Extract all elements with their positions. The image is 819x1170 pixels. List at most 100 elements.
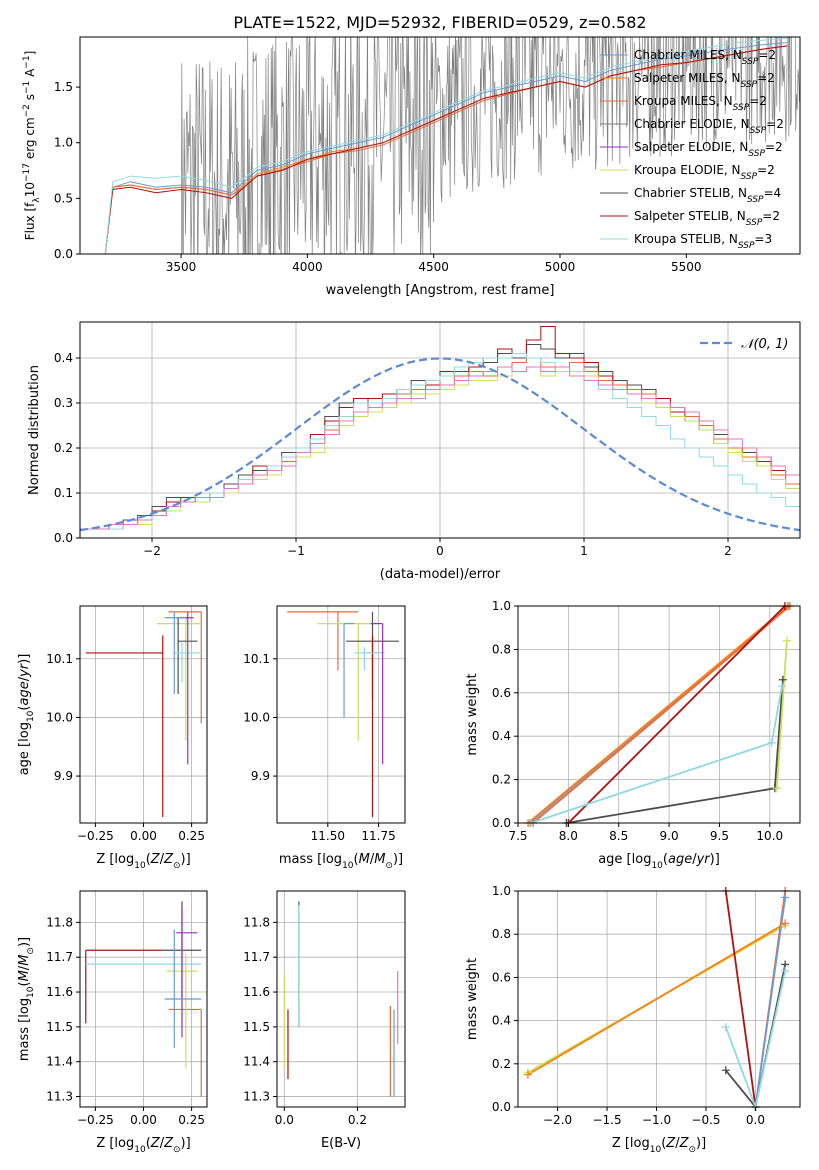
label-part: M <box>374 852 385 867</box>
x-tick-label: −2.0 <box>543 1113 572 1127</box>
label-part: Kroupa STELIB, N <box>634 232 738 246</box>
label-part: Kroupa ELODIE, N <box>634 163 741 177</box>
label-part: mass [log <box>279 852 342 867</box>
label-part: =2 <box>766 117 784 131</box>
label-part: mass [log <box>17 998 32 1061</box>
label-part: SSP <box>748 149 765 159</box>
label-part: ( <box>146 852 151 867</box>
label-part: =2 <box>765 140 783 154</box>
label-part: Chabrier ELODIE, N <box>634 117 750 131</box>
weight-line <box>754 897 787 1107</box>
label-part: SSP <box>742 57 759 67</box>
x-tick-label: −1.5 <box>592 1113 621 1127</box>
gaussian-curve <box>80 357 800 532</box>
weight-marker <box>772 784 781 793</box>
y-tick-label: 0.4 <box>492 729 511 743</box>
weight-vs-age-panel: 7.5 8.0 8.5 9.0 9.5 10.0 0.0 0.2 0.4 0.6 0.8 1.0 age… <box>465 599 801 871</box>
y-tick-label: 11.4 <box>243 1055 270 1069</box>
y-axis-label: Normed distribution <box>27 365 42 495</box>
legend-entry: Chabrier MILES, NSSP=2 <box>634 48 776 67</box>
x-tick-label: 0.25 <box>178 1113 205 1127</box>
label-part: age <box>668 852 692 867</box>
plot-area <box>287 611 399 818</box>
y-tick-label: 0.2 <box>54 441 73 455</box>
label-part: 10 <box>23 182 37 197</box>
y-tick-label: 0.6 <box>492 686 511 700</box>
label-part: Salpeter STELIB, N <box>634 209 746 223</box>
label-part: Z [log <box>96 852 134 867</box>
label-part: )] <box>181 1136 191 1151</box>
x-tick-label: −0.5 <box>691 1113 720 1127</box>
weight-marker <box>777 682 786 691</box>
label-part: −1 <box>22 81 32 94</box>
weight-marker <box>781 919 790 928</box>
residuals-panel: −2 −1 0 1 2 0.0 0.1 0.2 0.3 0.4 (data-model)/error… <box>27 321 801 582</box>
label-part: / <box>160 852 165 867</box>
label-part: ⊙ <box>385 861 393 871</box>
label-part: Z <box>150 1136 161 1151</box>
label-part: )] <box>696 1136 706 1151</box>
y-tick-label: 11.3 <box>46 1090 73 1104</box>
mass-vs-z-panel: −0.25 0.00 0.25 11.3 11.4 11.5 11.6 11.7 11.8 Z [… <box>17 890 208 1155</box>
label-part: λ <box>32 197 42 203</box>
y-tick-label: 11.7 <box>46 950 73 964</box>
label-part: A <box>23 68 37 81</box>
y-tick-label: 1.0 <box>492 884 511 898</box>
label-part: / <box>370 852 375 867</box>
x-axis-label: Z [log10(Z/Z⊙)] <box>96 1136 190 1155</box>
label-part: / <box>160 1136 165 1151</box>
legend-entry: Kroupa STELIB, NSSP=3 <box>634 232 772 251</box>
label-part: −17 <box>22 163 32 182</box>
legend-entry: Salpeter MILES, NSSP=2 <box>634 71 775 90</box>
y-tick-label: 10.0 <box>243 710 270 724</box>
label-part: 10 <box>342 861 354 871</box>
y-tick-label: 0.2 <box>492 1057 511 1071</box>
label-part: )] <box>710 852 720 867</box>
x-tick-label: 8.0 <box>559 829 578 843</box>
label-part: =2 <box>757 71 775 85</box>
y-tick-label: 10.1 <box>46 652 73 666</box>
model-spectrum-line <box>104 45 788 254</box>
x-axis-label: age [log10(age/yr)] <box>598 852 720 871</box>
y-tick-label: 11.4 <box>46 1055 73 1069</box>
weight-marker <box>781 966 790 975</box>
x-tick-label: 8.5 <box>609 829 628 843</box>
y-tick-label: 0.4 <box>492 1014 511 1028</box>
weight-marker <box>778 675 787 684</box>
histogram-series <box>80 366 800 530</box>
weight-line <box>532 606 791 823</box>
label-part: ( <box>354 852 359 867</box>
x-tick-label: 0.00 <box>130 1113 157 1127</box>
label-part: (0, 1) <box>753 337 788 352</box>
histogram-series <box>80 353 800 530</box>
label-part: Z <box>163 1136 174 1151</box>
weight-line <box>725 964 787 1107</box>
label-part: Flux [f <box>23 202 37 240</box>
y-tick-label: 1.0 <box>54 136 73 150</box>
legend-entry: Chabrier ELODIE, NSSP=2 <box>634 117 784 136</box>
y-tick-label: 0.8 <box>492 927 511 941</box>
label-part: 10 <box>26 710 36 722</box>
axes-frame <box>79 36 801 255</box>
label-part: ] <box>23 51 37 56</box>
label-part: / <box>17 676 32 681</box>
x-tick-label: 0.00 <box>130 829 157 843</box>
label-part: 10 <box>26 986 36 998</box>
label-part: Z [log <box>612 1136 650 1151</box>
label-part: SSP <box>741 172 758 182</box>
label-part: −1 <box>22 55 32 68</box>
label-part: Chabrier MILES, N <box>634 48 742 62</box>
x-tick-label: 11.50 <box>311 829 345 843</box>
y-tick-label: 11.7 <box>243 950 270 964</box>
label-part: ( <box>17 981 32 986</box>
x-axis-label: Z [log10(Z/Z⊙)] <box>612 1136 706 1155</box>
x-tick-label: −1.0 <box>642 1113 671 1127</box>
label-part: ⊙ <box>26 947 36 955</box>
label-part: M <box>17 970 32 981</box>
x-tick-label: −2 <box>143 544 161 558</box>
y-axis-label: mass weight <box>465 958 480 1040</box>
weight-marker <box>721 1023 730 1032</box>
plot-area <box>104 37 800 254</box>
label-part: =2 <box>749 94 767 108</box>
